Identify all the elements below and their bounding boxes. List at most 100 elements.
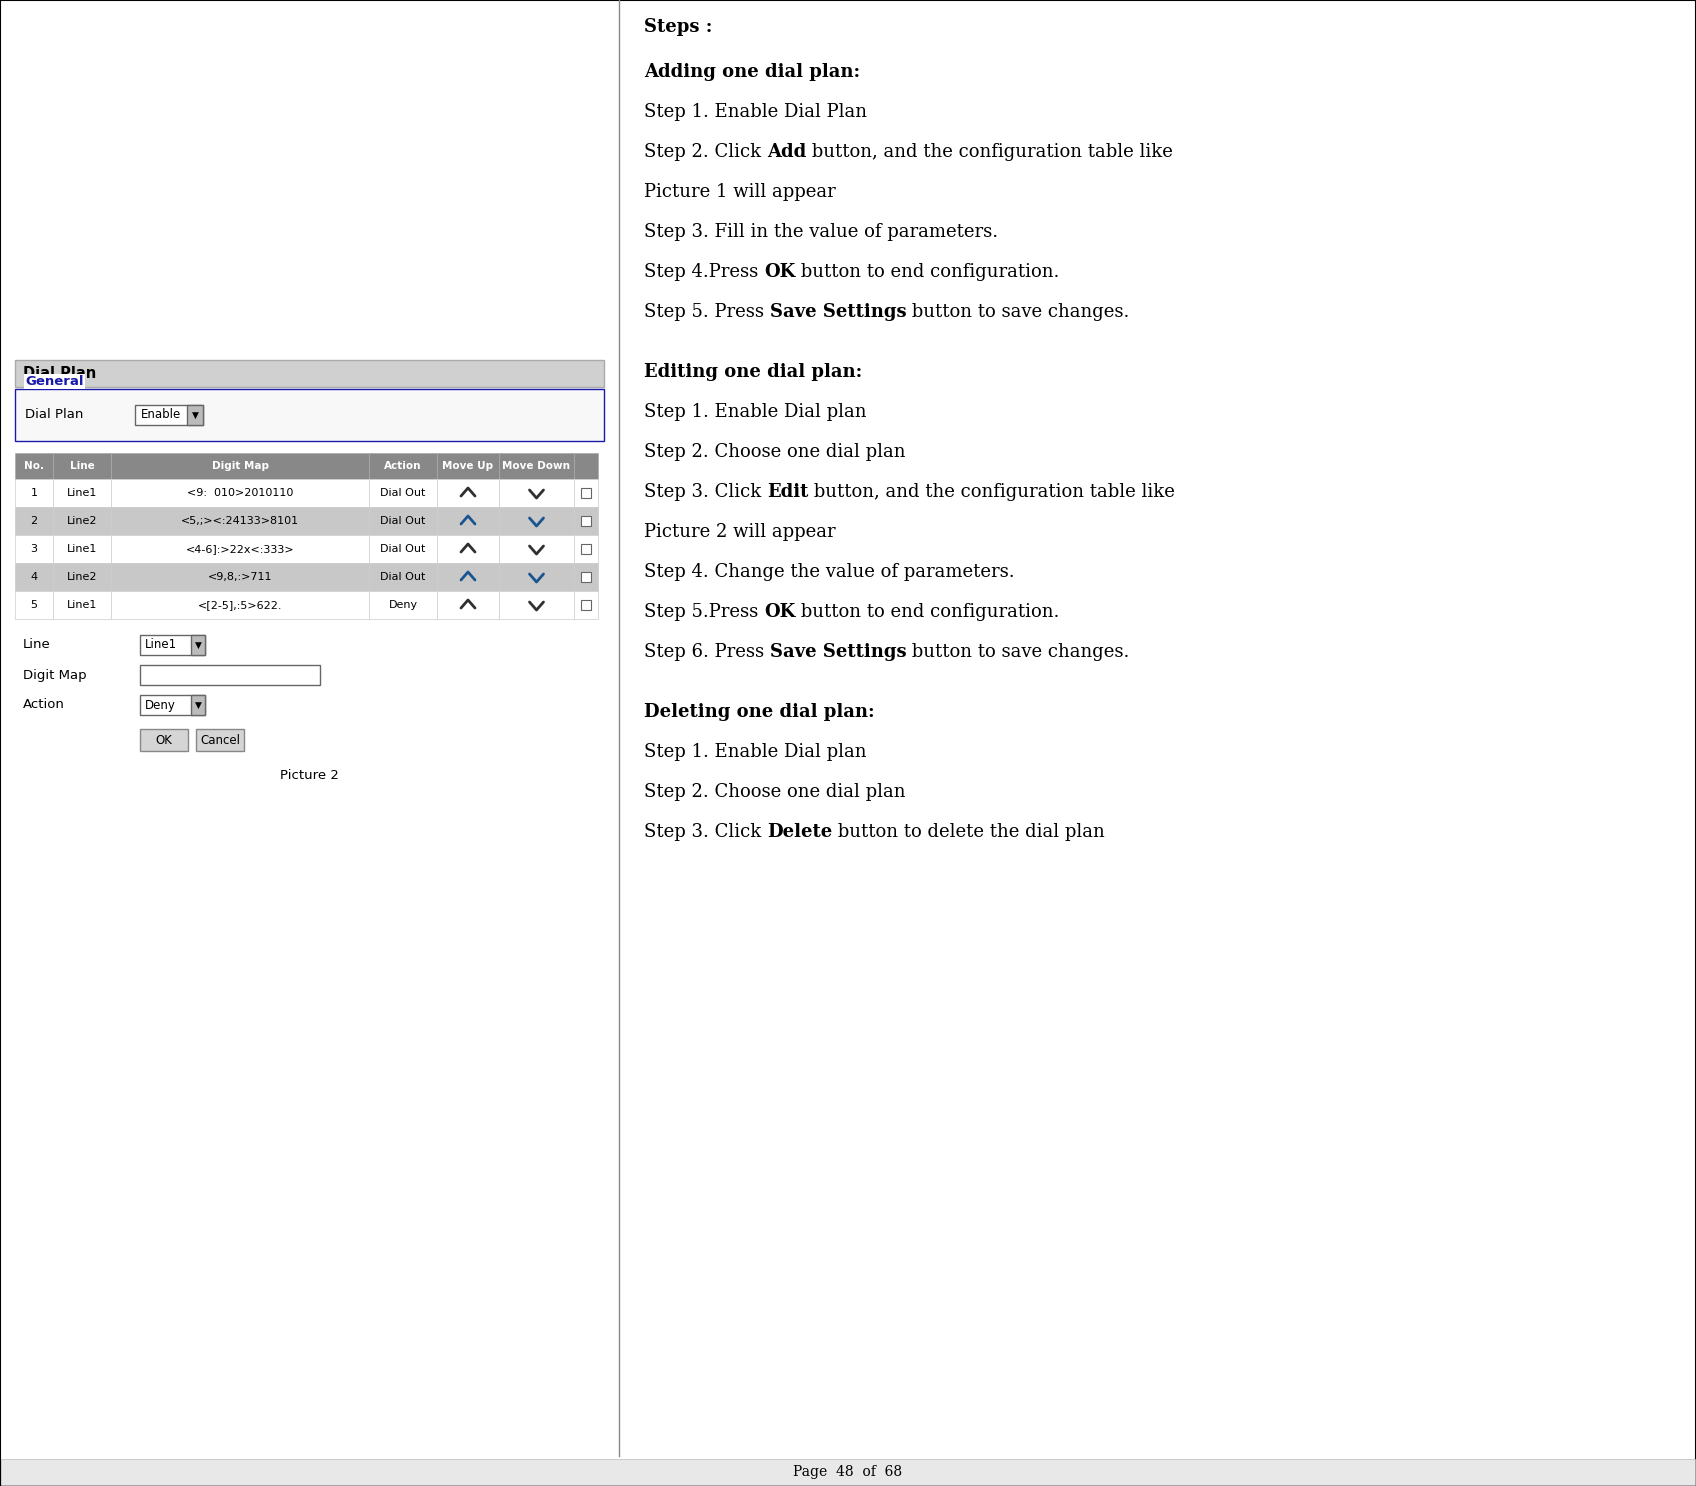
- Text: Step 1. Enable Dial plan: Step 1. Enable Dial plan: [644, 403, 867, 421]
- Bar: [15, 591, 53, 620]
- Text: Dial Out: Dial Out: [380, 516, 426, 526]
- Text: Picture 1 will appear: Picture 1 will appear: [644, 183, 836, 201]
- Bar: [370, 453, 438, 478]
- Text: Line: Line: [24, 639, 51, 651]
- Text: OK: OK: [156, 734, 173, 746]
- Text: 4: 4: [31, 572, 37, 583]
- Text: No.: No.: [24, 461, 44, 471]
- Bar: [582, 600, 590, 609]
- Text: Picture 2: Picture 2: [280, 768, 339, 782]
- Bar: [15, 563, 53, 591]
- Text: 2: 2: [31, 516, 37, 526]
- Text: Cancel: Cancel: [200, 734, 241, 746]
- Text: Line1: Line1: [66, 487, 97, 498]
- Text: <[2-5],:5>622.: <[2-5],:5>622.: [198, 600, 282, 609]
- Text: Digit Map: Digit Map: [24, 669, 86, 682]
- Text: Step 2. Click: Step 2. Click: [644, 143, 767, 160]
- Text: Dial Out: Dial Out: [380, 572, 426, 583]
- Bar: [438, 478, 499, 507]
- Text: button, and the configuration table like: button, and the configuration table like: [809, 483, 1175, 501]
- Text: Enable: Enable: [141, 409, 181, 422]
- Text: Step 6. Press: Step 6. Press: [644, 643, 770, 661]
- Text: Step 3. Click: Step 3. Click: [644, 483, 767, 501]
- Bar: [53, 535, 110, 563]
- Text: <5,;><:24133>8101: <5,;><:24133>8101: [181, 516, 298, 526]
- Bar: [110, 478, 370, 507]
- Bar: [582, 487, 590, 498]
- Text: button, and the configuration table like: button, and the configuration table like: [806, 143, 1174, 160]
- Text: button to end configuration.: button to end configuration.: [795, 603, 1060, 621]
- Text: General: General: [25, 374, 83, 388]
- Text: Add: Add: [767, 143, 806, 160]
- Text: 1: 1: [31, 487, 37, 498]
- Bar: [438, 563, 499, 591]
- Text: Line: Line: [70, 461, 95, 471]
- Text: ▼: ▼: [195, 640, 202, 649]
- Bar: [573, 563, 599, 591]
- Bar: [370, 591, 438, 620]
- Text: Dial Out: Dial Out: [380, 487, 426, 498]
- Bar: [573, 535, 599, 563]
- Bar: [15, 360, 604, 386]
- Text: button to save changes.: button to save changes.: [906, 303, 1130, 321]
- Text: Step 1. Enable Dial plan: Step 1. Enable Dial plan: [644, 743, 867, 761]
- Text: OK: OK: [763, 263, 795, 281]
- Bar: [136, 406, 204, 425]
- Text: Move Down: Move Down: [502, 461, 570, 471]
- Text: Step 3. Fill in the value of parameters.: Step 3. Fill in the value of parameters.: [644, 223, 999, 241]
- Bar: [499, 563, 573, 591]
- Bar: [15, 507, 53, 535]
- Bar: [141, 666, 321, 685]
- Bar: [53, 563, 110, 591]
- Bar: [53, 478, 110, 507]
- Bar: [573, 453, 599, 478]
- Text: Line2: Line2: [66, 572, 97, 583]
- Text: button to end configuration.: button to end configuration.: [795, 263, 1060, 281]
- Text: button to delete the dial plan: button to delete the dial plan: [833, 823, 1106, 841]
- Text: Dial Out: Dial Out: [380, 544, 426, 554]
- Text: Picture 2 will appear: Picture 2 will appear: [644, 523, 836, 541]
- Bar: [15, 535, 53, 563]
- Bar: [187, 406, 204, 425]
- Text: Edit: Edit: [767, 483, 809, 501]
- Text: OK: OK: [763, 603, 795, 621]
- Text: Action: Action: [385, 461, 422, 471]
- Text: Step 3. Click: Step 3. Click: [644, 823, 767, 841]
- Bar: [573, 478, 599, 507]
- Text: Editing one dial plan:: Editing one dial plan:: [644, 363, 862, 380]
- Text: button to save changes.: button to save changes.: [906, 643, 1130, 661]
- Text: Move Up: Move Up: [443, 461, 494, 471]
- Text: Step 1. Enable Dial Plan: Step 1. Enable Dial Plan: [644, 103, 867, 120]
- Bar: [438, 591, 499, 620]
- Bar: [53, 453, 110, 478]
- Bar: [370, 563, 438, 591]
- Bar: [141, 635, 205, 655]
- Text: Save Settings: Save Settings: [770, 643, 906, 661]
- Text: 3: 3: [31, 544, 37, 554]
- Text: <9,8,:>711: <9,8,:>711: [207, 572, 273, 583]
- Bar: [141, 730, 188, 750]
- Text: <4-6]:>22x<:333>: <4-6]:>22x<:333>: [185, 544, 295, 554]
- Bar: [499, 478, 573, 507]
- Text: Step 2. Choose one dial plan: Step 2. Choose one dial plan: [644, 783, 906, 801]
- Bar: [110, 535, 370, 563]
- Bar: [53, 507, 110, 535]
- Bar: [110, 591, 370, 620]
- Text: Step 2. Choose one dial plan: Step 2. Choose one dial plan: [644, 443, 906, 461]
- Bar: [370, 478, 438, 507]
- Bar: [53, 591, 110, 620]
- Text: Deny: Deny: [388, 600, 417, 609]
- Bar: [370, 535, 438, 563]
- Text: Step 4. Change the value of parameters.: Step 4. Change the value of parameters.: [644, 563, 1014, 581]
- Text: Step 5. Press: Step 5. Press: [644, 303, 770, 321]
- Bar: [192, 695, 205, 715]
- Bar: [582, 572, 590, 583]
- Bar: [499, 535, 573, 563]
- Bar: [582, 516, 590, 526]
- Bar: [197, 730, 244, 750]
- Bar: [499, 507, 573, 535]
- Bar: [370, 507, 438, 535]
- Text: Step 4.Press: Step 4.Press: [644, 263, 763, 281]
- Bar: [573, 507, 599, 535]
- Text: <9:  010>2010110: <9: 010>2010110: [187, 487, 293, 498]
